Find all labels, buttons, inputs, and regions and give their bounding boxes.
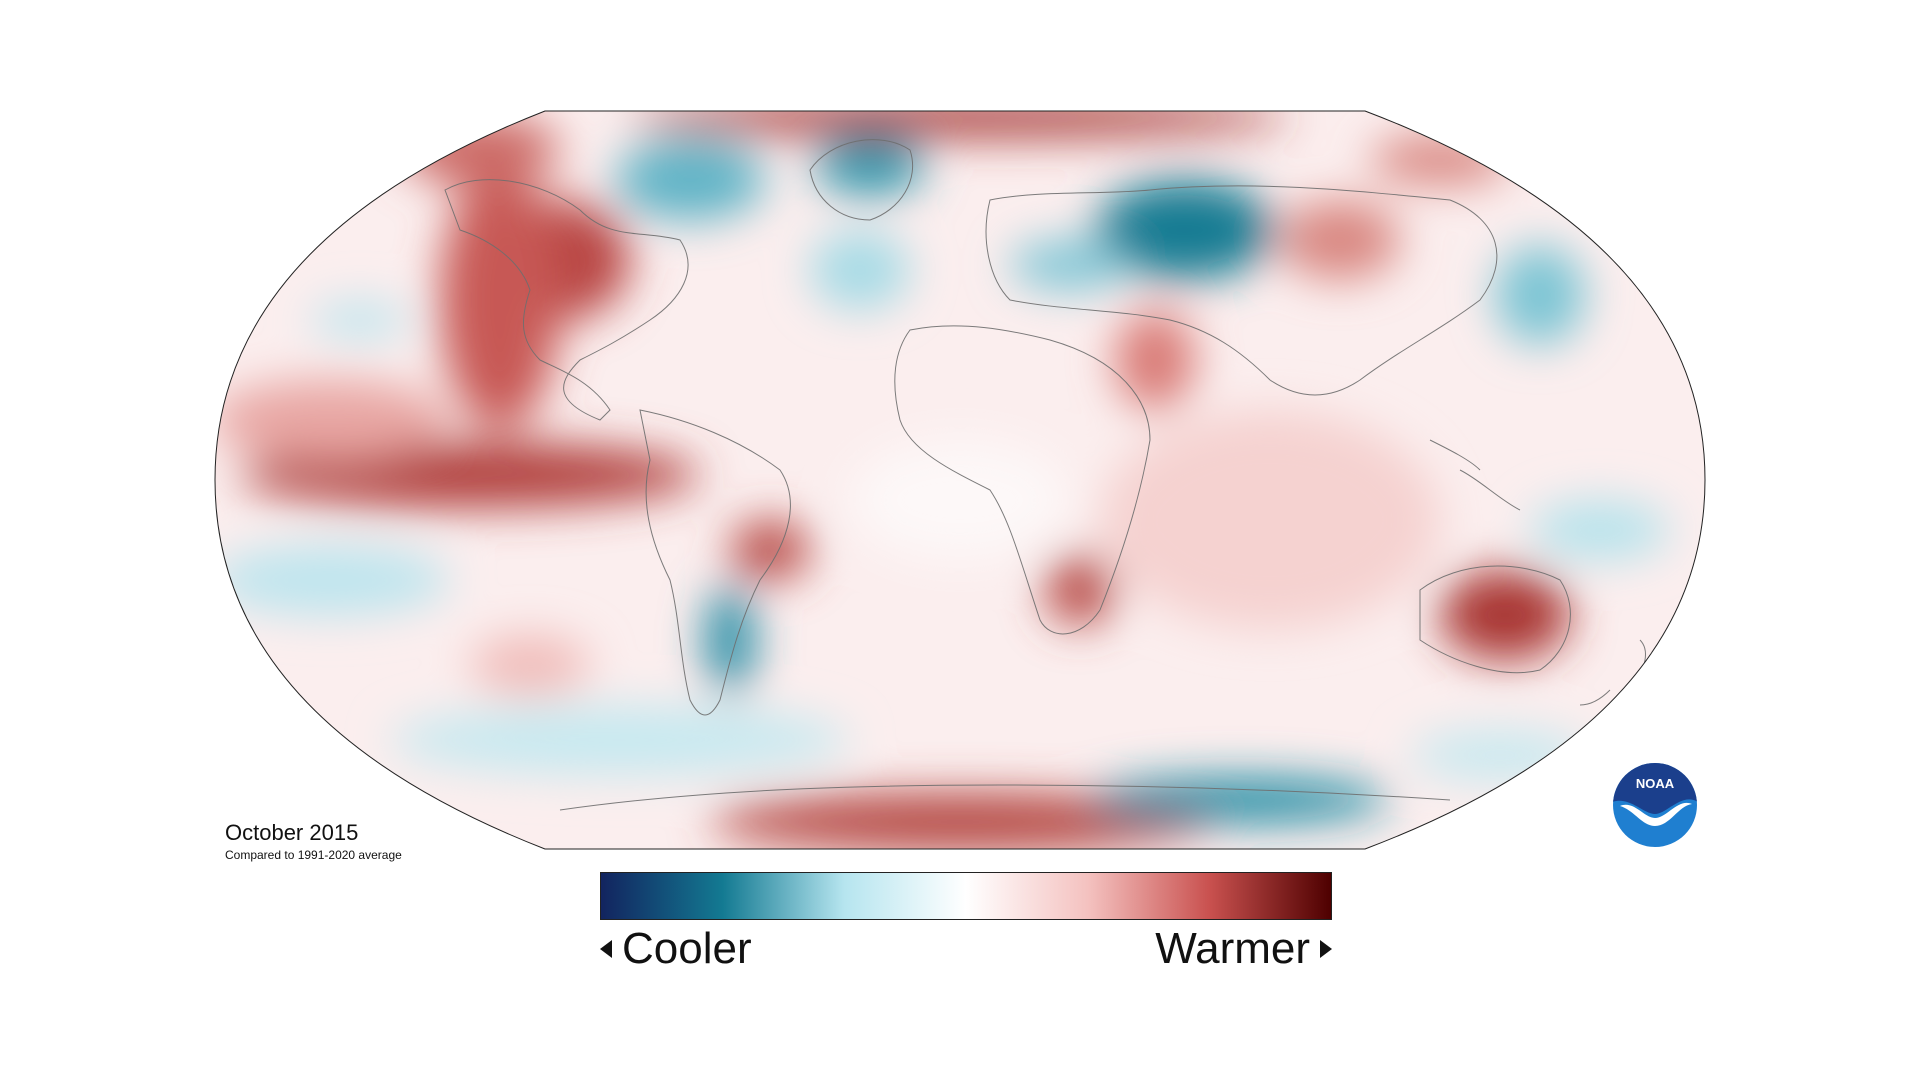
map-border: [214, 110, 1706, 850]
legend-cooler: Cooler: [600, 924, 752, 974]
warmer-label: Warmer: [1155, 924, 1310, 973]
baseline-label: Compared to 1991-2020 average: [225, 848, 402, 862]
anomaly-field: [215, 111, 1705, 849]
triangle-left-icon: [600, 940, 612, 958]
legend-warmer: Warmer: [1155, 924, 1332, 974]
noaa-logo-text: NOAA: [1636, 776, 1675, 791]
triangle-right-icon: [1320, 940, 1332, 958]
period-label: October 2015: [225, 820, 359, 845]
noaa-logo-graphic: NOAA: [1613, 763, 1697, 847]
cooler-label: Cooler: [622, 924, 752, 973]
anomaly-colorbar: [600, 872, 1332, 920]
coastlines: [444, 139, 1646, 811]
noaa-logo-icon: NOAA: [1612, 762, 1698, 848]
